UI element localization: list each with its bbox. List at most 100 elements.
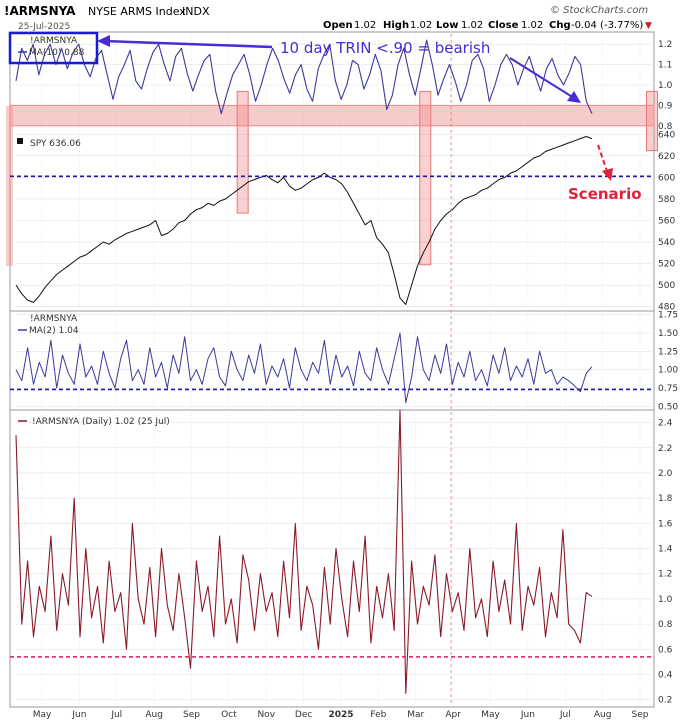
y-tick-label: 2.4 — [658, 419, 673, 429]
scenario-note: Scenario — [568, 185, 642, 203]
bearish-signal-column — [236, 90, 249, 214]
legend-daily-series: !ARMSNYA (Daily) 1.02 (25 Jul) — [32, 417, 170, 427]
x-tick-label: Jun — [71, 710, 86, 720]
y-tick-label: 2.2 — [658, 444, 672, 454]
y-tick-label: 2.0 — [658, 469, 673, 479]
grid-layer — [10, 34, 654, 706]
y-tick-label: 640 — [658, 130, 675, 140]
x-tick-label: Aug — [594, 710, 612, 720]
x-tick-label: May — [481, 710, 500, 720]
y-tick-label: 0.50 — [658, 402, 678, 412]
y-tick-label: 1.6 — [658, 519, 673, 529]
y-tick-label: 1.75 — [658, 311, 678, 321]
y-tick-label: 480 — [658, 303, 675, 313]
axis-tick-labels: 1.21.11.00.90.86406206005805605405205004… — [658, 40, 678, 706]
legend-spy-swatch — [17, 138, 23, 144]
daily-trin-line — [15, 409, 593, 694]
bearish-signal-column — [646, 90, 658, 152]
threshold-band-rect — [9, 104, 655, 127]
scenario-dashed-arrow — [597, 144, 609, 175]
open-label: Open — [323, 20, 353, 31]
y-tick-label: 0.4 — [658, 671, 673, 681]
series-layer — [15, 39, 593, 694]
close-label: Close — [488, 20, 519, 31]
ma10-line — [15, 39, 593, 115]
y-tick-label: 1.1 — [658, 61, 672, 71]
y-tick-label: 1.2 — [658, 570, 672, 580]
y-tick-label: 0.8 — [658, 620, 673, 630]
chg-down-arrow-icon: ▼ — [645, 21, 652, 31]
y-tick-label: 520 — [658, 260, 675, 270]
y-tick-label: 600 — [658, 173, 675, 183]
x-tick-label: Sep — [183, 710, 200, 720]
y-tick-label: 0.8 — [658, 122, 673, 132]
legend-ma10-series: MA(10) 0.88 — [29, 48, 85, 58]
bearish-signal-column — [419, 90, 432, 266]
x-tick-label: Mar — [407, 710, 424, 720]
header-exchange-code: INDX — [182, 5, 210, 18]
x-tick-label: Oct — [221, 710, 237, 720]
low-label: Low — [436, 20, 458, 31]
annotation-arrowhead-right-icon — [567, 91, 581, 103]
y-tick-label: 0.2 — [658, 696, 672, 706]
y-tick-label: 0.9 — [658, 101, 673, 111]
y-tick-label: 1.25 — [658, 347, 678, 357]
spy-price-line — [15, 136, 593, 305]
header-date: 25-Jul-2025 — [18, 22, 70, 32]
chg-value: -0.04 (-3.77%) — [571, 20, 643, 31]
legend-ma2-title: !ARMSNYA — [30, 314, 78, 324]
x-tick-label: Dec — [295, 710, 312, 720]
low-value: 1.02 — [461, 20, 483, 31]
x-tick-label: 2025 — [328, 710, 353, 720]
y-tick-label: 500 — [658, 281, 675, 291]
y-tick-label: 1.00 — [658, 366, 678, 376]
annotation-arrow-left — [103, 39, 273, 49]
annotation-arrowhead-left-icon — [97, 35, 110, 47]
scenario-annotation: Scenario — [568, 144, 642, 203]
y-tick-label: 1.0 — [658, 595, 673, 605]
x-axis: May Jun Jul Aug Sep Oct Nov Dec 2025 Feb Mar Apr May… — [33, 710, 649, 720]
y-tick-label: 1.8 — [658, 494, 673, 504]
y-tick-label: 580 — [658, 195, 675, 205]
bearish-note: 10 day TRIN <.90 = bearish — [280, 39, 490, 57]
x-tick-label: Jun — [520, 710, 535, 720]
x-tick-label: Jul — [559, 710, 571, 720]
y-tick-label: 1.2 — [658, 40, 672, 50]
left-band-tab — [6, 106, 13, 266]
close-value: 1.02 — [521, 20, 543, 31]
legend-highlight-box — [8, 31, 99, 65]
x-tick-label: Apr — [445, 710, 461, 720]
y-tick-label: 620 — [658, 152, 675, 162]
x-tick-label: Nov — [257, 710, 275, 720]
annotation-arrow-right — [509, 57, 575, 99]
x-tick-label: Feb — [370, 710, 386, 720]
x-tick-label: Aug — [145, 710, 163, 720]
open-value: 1.02 — [354, 20, 376, 31]
x-tick-label: May — [33, 710, 52, 720]
x-tick-label: Jul — [110, 710, 122, 720]
brand-watermark: © StockCharts.com — [550, 5, 648, 16]
y-tick-label: 1.4 — [658, 545, 673, 555]
chg-label: Chg — [549, 20, 571, 31]
header-exchange-name: NYSE ARMS Index — [88, 5, 186, 18]
y-tick-label: 1.50 — [658, 329, 678, 339]
x-tick-label: Sep — [632, 710, 649, 720]
high-value: 1.02 — [410, 20, 432, 31]
legend-ma10-title: !ARMSNYA — [30, 36, 78, 46]
y-tick-label: 1.0 — [658, 81, 673, 91]
legend-spy-series: SPY 636.06 — [30, 139, 81, 149]
bearish-annotation: 10 day TRIN <.90 = bearish — [97, 35, 581, 103]
trin-threshold-band — [6, 90, 658, 266]
scenario-arrowhead-icon — [602, 168, 613, 181]
high-label: High — [383, 20, 409, 31]
reference-lines — [10, 34, 654, 706]
y-tick-label: 0.6 — [658, 645, 673, 655]
header-symbol: !ARMSNYA — [4, 4, 76, 18]
y-tick-label: 560 — [658, 217, 675, 227]
y-tick-label: 540 — [658, 238, 675, 248]
legend-ma2-series: MA(2) 1.04 — [29, 326, 79, 336]
ma2-line — [15, 332, 593, 404]
y-tick-label: 0.75 — [658, 384, 678, 394]
